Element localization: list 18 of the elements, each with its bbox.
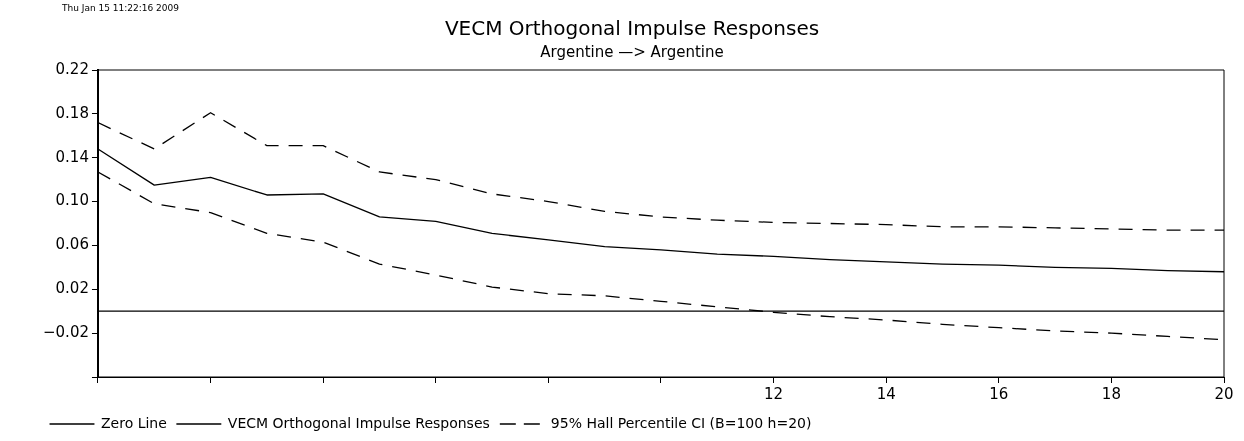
y-tick-label: 0.14 [55, 147, 89, 166]
y-tick-label: 0.18 [55, 103, 89, 122]
x-tick-label: 12 [764, 384, 784, 403]
y-tick-label: 0.22 [55, 59, 89, 78]
x-tick-label: 18 [1101, 384, 1121, 403]
x-tick-label: 20 [1214, 384, 1234, 403]
chart-subtitle: Argentine —> Argentine [540, 42, 724, 61]
y-tick-label: −0.02 [43, 323, 89, 342]
y-tick-label: 0.06 [55, 235, 89, 254]
chart-title: VECM Orthogonal Impulse Responses [444, 16, 820, 41]
y-tick-label: 0.10 [55, 191, 89, 210]
text: Thu Jan 15 11:22:16 2009 [61, 2, 180, 13]
legend-label: Zero Line [101, 414, 167, 431]
legend-label: 95% Hall Percentile CI (B=100 h=20) [550, 414, 812, 431]
y-tick-label: 0.02 [55, 279, 89, 298]
x-tick-label: 16 [989, 384, 1009, 403]
x-tick-label: 14 [876, 384, 896, 403]
legend-label: VECM Orthogonal Impulse Responses [227, 414, 490, 431]
